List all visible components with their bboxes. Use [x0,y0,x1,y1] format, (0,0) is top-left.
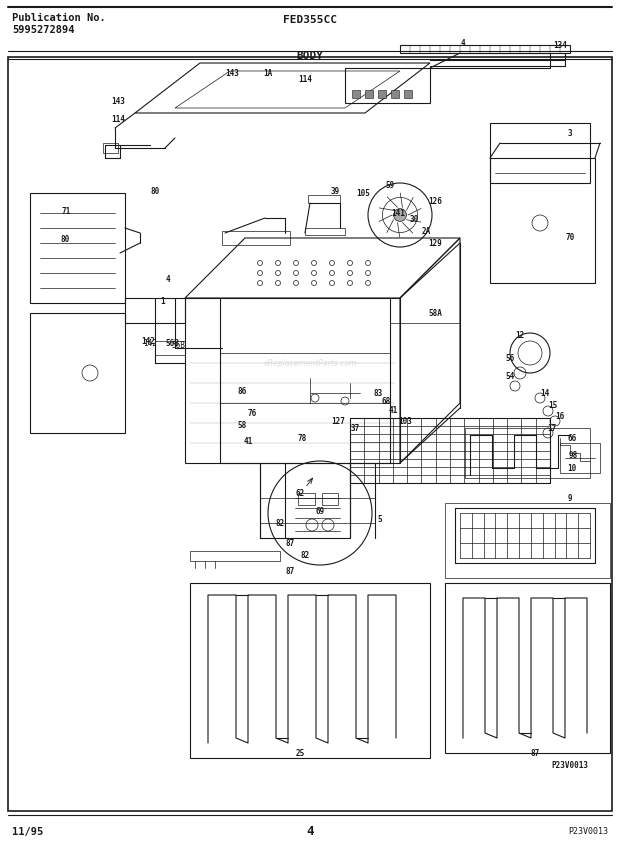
Text: 4: 4 [166,274,171,283]
Text: 98: 98 [569,451,578,460]
Text: 54: 54 [505,372,515,381]
Text: 41: 41 [388,406,397,415]
Text: 25: 25 [295,749,304,757]
Polygon shape [391,91,399,99]
Text: 56: 56 [505,354,515,363]
Polygon shape [365,91,373,99]
Text: 126: 126 [428,197,442,206]
Text: 1: 1 [161,296,166,305]
Text: 141: 141 [391,209,405,218]
Text: 71: 71 [61,206,71,215]
Text: P23V0013: P23V0013 [568,827,608,836]
Text: 83: 83 [373,389,383,398]
Text: 56B: 56B [171,341,185,350]
Text: 142: 142 [141,337,155,346]
Text: 9: 9 [568,494,572,503]
Text: 58A: 58A [428,309,442,318]
Text: 5: 5 [378,514,383,523]
Bar [8,58,612,811]
Text: 4: 4 [306,825,314,838]
Text: 143: 143 [225,69,239,78]
Text: 68: 68 [381,397,391,406]
Text: 143: 143 [111,97,125,107]
Text: 70: 70 [565,232,575,241]
Text: 15: 15 [548,401,557,410]
Polygon shape [404,91,412,99]
Polygon shape [352,91,360,99]
Text: Publication No.: Publication No. [12,13,106,23]
Text: 69: 69 [316,507,325,516]
Text: 10: 10 [567,464,577,473]
Text: 142: 142 [143,339,157,348]
Text: 17: 17 [547,424,557,433]
Text: 66: 66 [567,434,577,443]
Text: BODY: BODY [296,51,324,61]
Text: 87: 87 [530,749,539,757]
Text: 114: 114 [111,114,125,124]
Polygon shape [378,91,386,99]
Text: 11/95: 11/95 [12,826,43,836]
Text: 4: 4 [461,39,466,49]
Text: 105: 105 [356,189,370,198]
Text: 30: 30 [409,214,419,223]
Circle shape [394,209,406,222]
Text: 87: 87 [285,567,294,576]
Text: 86: 86 [237,387,247,396]
Text: 39: 39 [330,188,340,196]
Text: 3: 3 [568,130,572,138]
Text: 1A: 1A [264,69,273,78]
Text: eReplacementParts.com: eReplacementParts.com [264,359,356,368]
Text: 114: 114 [298,74,312,84]
Text: 82: 82 [300,551,309,560]
Text: 103: 103 [398,417,412,426]
Text: 129: 129 [428,239,442,248]
Text: FED355CC: FED355CC [283,15,337,25]
Text: 62: 62 [295,489,304,498]
Text: 58: 58 [237,421,247,430]
Text: 76: 76 [247,409,257,418]
Text: P23V0013: P23V0013 [552,761,588,769]
Text: 80: 80 [60,235,69,243]
Text: 87: 87 [285,539,294,548]
Text: 82: 82 [275,519,285,528]
Text: 12: 12 [515,331,525,340]
Text: 127: 127 [331,417,345,426]
Text: 78: 78 [298,434,307,443]
Text: 80: 80 [151,186,159,195]
Text: 16: 16 [556,412,565,421]
Text: 134: 134 [553,42,567,50]
Text: 2A: 2A [422,226,431,235]
Text: 14: 14 [541,389,549,398]
Text: 5995272894: 5995272894 [12,25,74,35]
Text: 41: 41 [244,437,252,446]
Text: 59: 59 [386,182,394,190]
Text: 37: 37 [350,424,360,433]
Text: 56B: 56B [165,339,179,348]
